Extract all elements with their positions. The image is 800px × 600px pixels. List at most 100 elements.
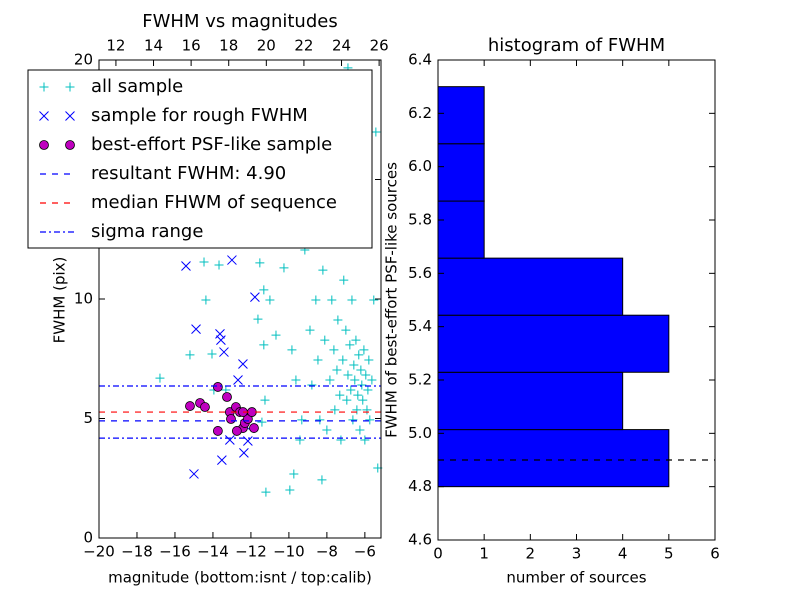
x-tick-label: 5 bbox=[664, 545, 674, 563]
point bbox=[361, 370, 371, 380]
point bbox=[311, 295, 321, 305]
x-tick-label: −14 bbox=[197, 543, 229, 561]
point bbox=[349, 360, 359, 370]
x2-tick-label: 12 bbox=[106, 37, 125, 55]
x2-tick-label: 14 bbox=[144, 37, 163, 55]
point bbox=[348, 415, 358, 425]
point bbox=[329, 345, 339, 355]
point bbox=[233, 375, 243, 385]
y-tick-label: 6.4 bbox=[408, 51, 432, 69]
point bbox=[333, 315, 343, 325]
chart-title: FWHM vs magnitudes bbox=[142, 11, 337, 32]
legend-label: median FHWM of sequence bbox=[91, 192, 337, 213]
point bbox=[356, 365, 366, 375]
point bbox=[207, 349, 217, 359]
y-axis-label: FWHM of best-effort PSF-like sources bbox=[383, 162, 401, 438]
point bbox=[360, 435, 370, 445]
y-tick-label: 5.4 bbox=[408, 317, 432, 335]
point bbox=[155, 373, 165, 383]
y-tick-label: 4.6 bbox=[408, 531, 432, 549]
y-tick-label: 5.2 bbox=[408, 371, 432, 389]
x2-tick-label: 18 bbox=[219, 37, 238, 55]
x-tick-label: 6 bbox=[710, 545, 720, 563]
point bbox=[255, 258, 265, 268]
point bbox=[259, 285, 269, 295]
point bbox=[271, 330, 281, 340]
y-tick-label: 10 bbox=[74, 290, 93, 308]
point bbox=[355, 425, 365, 435]
y-axis-label: FWHM (pix) bbox=[51, 257, 69, 344]
point bbox=[239, 448, 249, 458]
legend-label: sigma range bbox=[91, 221, 203, 242]
point bbox=[259, 340, 269, 350]
x-axis-label: magnitude (bottom:isnt / top:calib) bbox=[108, 569, 372, 587]
point bbox=[335, 390, 345, 400]
point bbox=[315, 415, 325, 425]
x-tick-label: 4 bbox=[618, 545, 628, 563]
point bbox=[295, 435, 305, 445]
point bbox=[291, 375, 301, 385]
y-tick-label: 20 bbox=[74, 51, 93, 69]
point bbox=[307, 380, 317, 390]
point bbox=[305, 325, 315, 335]
point bbox=[289, 469, 299, 479]
y-tick-label: 6.2 bbox=[408, 104, 432, 122]
axes-frame bbox=[437, 59, 716, 541]
axes-frame bbox=[98, 59, 382, 539]
x-axis-label: number of sources bbox=[506, 569, 646, 587]
point bbox=[199, 257, 209, 267]
point bbox=[260, 395, 270, 405]
point bbox=[215, 329, 225, 339]
point bbox=[371, 127, 381, 137]
point bbox=[347, 295, 357, 305]
point bbox=[336, 435, 346, 445]
point bbox=[362, 405, 372, 415]
point bbox=[338, 355, 348, 365]
point bbox=[332, 365, 342, 375]
point bbox=[219, 347, 229, 357]
point bbox=[222, 392, 232, 402]
y-tick-label: 5 bbox=[83, 409, 93, 427]
point bbox=[249, 423, 259, 433]
point bbox=[226, 414, 236, 424]
x-tick-label: −16 bbox=[159, 543, 191, 561]
point bbox=[212, 382, 223, 392]
point bbox=[353, 390, 363, 400]
y-tick-label: 6.0 bbox=[408, 157, 432, 175]
point bbox=[224, 435, 235, 445]
point bbox=[238, 359, 248, 369]
point bbox=[365, 415, 375, 425]
bar bbox=[437, 257, 624, 316]
point bbox=[330, 405, 340, 415]
bar bbox=[437, 429, 670, 488]
point bbox=[341, 325, 351, 335]
legend-label: sample for rough FWHM bbox=[91, 105, 308, 126]
legend-marker bbox=[65, 82, 75, 92]
point bbox=[257, 417, 267, 427]
y-tick-label: 4.8 bbox=[408, 477, 432, 495]
x-tick-label: −18 bbox=[121, 543, 153, 561]
point bbox=[364, 355, 374, 365]
point bbox=[261, 487, 271, 497]
legend bbox=[27, 69, 373, 249]
legend-label: all sample bbox=[91, 76, 183, 97]
x-tick-label: 0 bbox=[433, 545, 443, 563]
point bbox=[342, 395, 352, 405]
bar bbox=[437, 86, 485, 145]
x2-tick-label: 24 bbox=[332, 37, 351, 55]
point bbox=[359, 345, 369, 355]
point bbox=[287, 345, 297, 355]
point bbox=[231, 426, 242, 436]
point bbox=[320, 335, 330, 345]
point bbox=[339, 275, 349, 285]
x-tick-label: 1 bbox=[479, 545, 489, 563]
y-tick-label: 5.6 bbox=[408, 264, 432, 282]
point bbox=[181, 261, 191, 271]
y-tick-label: 0 bbox=[83, 529, 93, 547]
point bbox=[369, 295, 379, 305]
point bbox=[253, 314, 263, 324]
point bbox=[318, 265, 328, 275]
legend-marker bbox=[39, 140, 49, 150]
point bbox=[250, 292, 260, 302]
